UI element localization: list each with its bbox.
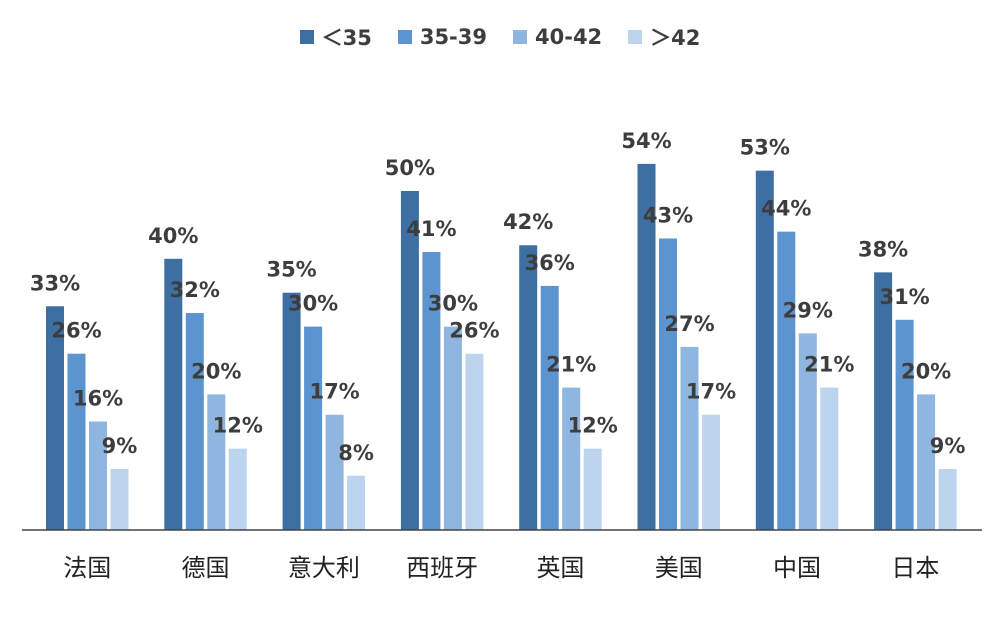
bar-value-label-4-2: 21% xyxy=(546,353,596,377)
bar-value-label-3-3: 26% xyxy=(449,319,499,343)
legend-item-0: ＜35 xyxy=(299,22,372,52)
bar-3-3 xyxy=(465,353,484,530)
bar-7-0 xyxy=(874,272,893,530)
bar-3-2 xyxy=(443,326,462,530)
bar-3-0 xyxy=(400,191,419,530)
bar-4-1 xyxy=(540,285,559,530)
legend-label-0: ＜35 xyxy=(321,26,372,50)
bar-7-3 xyxy=(938,468,957,530)
bar-value-label-0-2: 16% xyxy=(73,387,123,411)
bar-value-label-1-2: 20% xyxy=(191,359,241,383)
bar-value-label-7-2: 20% xyxy=(901,359,951,383)
bar-0-1 xyxy=(67,353,86,530)
bar-value-label-7-0: 38% xyxy=(858,237,908,261)
bar-value-label-3-2: 30% xyxy=(428,292,478,316)
bar-0-3 xyxy=(110,468,129,530)
bar-2-0 xyxy=(282,292,301,530)
bar-5-2 xyxy=(680,346,699,530)
category-label-5: 美国 xyxy=(655,554,703,582)
bar-value-label-7-3: 9% xyxy=(930,434,966,458)
legend-swatch-3 xyxy=(628,30,643,44)
category-label-1: 德国 xyxy=(182,554,230,582)
bar-2-1 xyxy=(304,326,323,530)
bar-value-label-1-3: 12% xyxy=(213,414,263,438)
bar-2-2 xyxy=(325,414,344,530)
bar-value-label-6-1: 44% xyxy=(761,197,811,221)
bar-value-label-4-3: 12% xyxy=(568,414,618,438)
legend-swatch-0 xyxy=(299,30,314,44)
bar-value-label-2-2: 17% xyxy=(309,380,359,404)
bar-value-label-2-0: 35% xyxy=(266,258,316,282)
bar-4-0 xyxy=(519,245,538,531)
bar-6-1 xyxy=(777,231,796,530)
bar-1-3 xyxy=(228,448,247,530)
category-label-3: 西班牙 xyxy=(406,554,478,582)
bar-value-label-4-0: 42% xyxy=(503,210,553,234)
bar-value-label-1-1: 32% xyxy=(170,278,220,302)
bar-value-label-6-2: 29% xyxy=(783,298,833,322)
legend-item-2: 40-42 xyxy=(513,22,602,52)
bar-5-0 xyxy=(637,163,656,530)
bar-1-2 xyxy=(207,394,226,530)
bar-value-label-3-1: 41% xyxy=(406,217,456,241)
category-label-4: 英国 xyxy=(536,554,584,582)
bar-5-1 xyxy=(659,238,677,530)
bar-value-label-5-2: 27% xyxy=(664,312,714,336)
bar-0-2 xyxy=(89,421,107,530)
bar-value-label-6-3: 21% xyxy=(804,353,854,377)
bar-value-label-5-1: 43% xyxy=(643,203,693,227)
bar-2-3 xyxy=(347,475,366,530)
chart-legend: ＜35 35-39 40-42 ＞42 xyxy=(0,22,1000,52)
bar-value-label-1-0: 40% xyxy=(148,224,198,248)
bar-4-2 xyxy=(562,387,581,530)
bar-1-1 xyxy=(185,313,204,530)
bar-value-label-7-1: 31% xyxy=(879,285,929,309)
bar-value-label-4-1: 36% xyxy=(525,251,575,275)
category-label-6: 中国 xyxy=(773,554,821,582)
legend-item-3: ＞42 xyxy=(628,22,700,52)
legend-swatch-1 xyxy=(397,30,412,44)
category-label-2: 意大利 xyxy=(288,554,360,582)
bar-value-label-3-0: 50% xyxy=(385,156,435,180)
bar-3-1 xyxy=(422,252,441,530)
category-label-0: 法国 xyxy=(63,554,111,582)
legend-label-3: ＞42 xyxy=(650,26,701,50)
legend-swatch-2 xyxy=(513,30,527,44)
bar-0-0 xyxy=(46,306,64,530)
bar-value-label-0-1: 26% xyxy=(51,319,101,343)
bar-value-label-6-0: 53% xyxy=(740,136,790,160)
bar-value-label-5-3: 17% xyxy=(686,380,736,404)
bar-1-0 xyxy=(164,258,183,530)
bar-6-0 xyxy=(755,170,774,530)
bar-value-label-0-0: 33% xyxy=(30,271,80,295)
legend-item-1: 35-39 xyxy=(397,22,487,52)
bar-7-1 xyxy=(895,319,914,530)
bar-6-2 xyxy=(798,333,817,530)
legend-label-2: 40-42 xyxy=(535,25,603,49)
bar-6-3 xyxy=(820,387,839,530)
bar-7-2 xyxy=(917,394,936,530)
bar-5-3 xyxy=(702,414,720,530)
bar-4-3 xyxy=(583,448,602,530)
bar-value-label-5-0: 54% xyxy=(621,129,671,153)
bar-value-label-2-1: 30% xyxy=(288,292,338,316)
legend-label-1: 35-39 xyxy=(419,25,487,49)
category-label-7: 日本 xyxy=(891,554,939,582)
bar-value-label-0-3: 9% xyxy=(102,434,138,458)
bar-value-label-2-3: 8% xyxy=(338,441,374,465)
